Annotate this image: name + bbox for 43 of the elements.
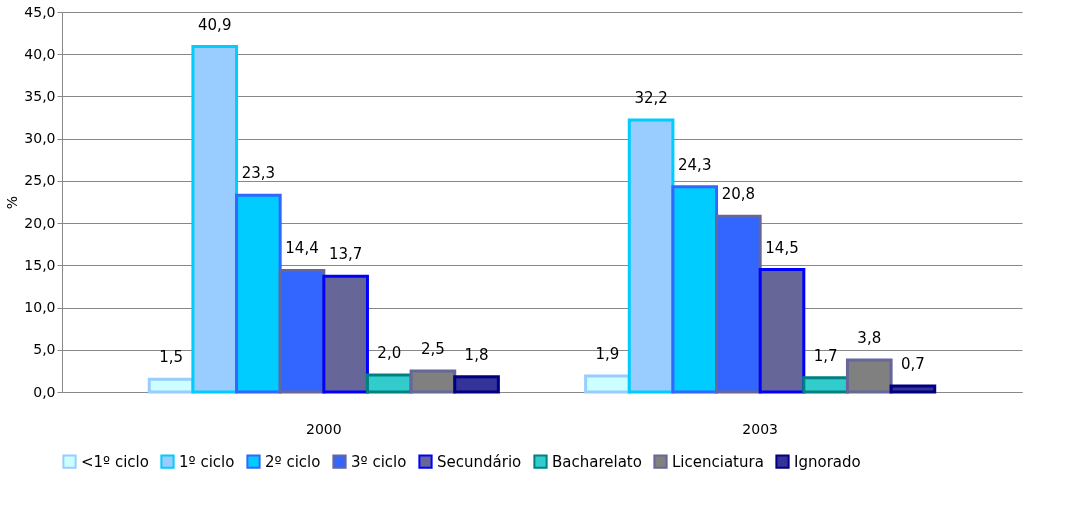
y-tick-label: 20,0 [24,214,56,231]
x-tick-label: 2003 [742,420,778,437]
data-label: 20,8 [721,185,756,204]
bar [889,384,937,394]
legend-label: 1º ciclo [179,452,235,471]
legend-label: Ignorado [794,452,861,471]
data-label: 14,5 [765,238,799,257]
y-tick-label: 15,0 [24,256,56,273]
legend-label: <1º ciclo [81,452,149,471]
data-label: 1,8 [464,345,489,364]
y-tick-label: 30,0 [24,130,56,147]
data-label: 1,5 [159,348,184,367]
y-tick-label: 45,0 [24,3,56,20]
data-label: 1,7 [813,346,838,365]
bar [453,375,500,394]
data-label: 23,3 [241,164,276,183]
legend-label: 3º ciclo [351,452,407,471]
bar [365,373,413,394]
data-label: 2,5 [420,339,445,358]
x-tick-label: 2000 [306,420,342,437]
bar [409,369,457,394]
data-label: 13,7 [328,245,363,264]
y-tick-label: 35,0 [24,87,56,104]
data-label: 40,9 [198,15,232,34]
y-axis-title: % [4,195,21,210]
y-tick-label: 0,0 [33,383,56,400]
legend-label: Secundário [437,452,522,471]
data-label: 24,3 [678,155,712,174]
data-label: 32,2 [634,89,668,108]
legend-label: Bacharelato [552,452,642,471]
bar [845,358,893,394]
legend-label: Licenciatura [672,452,764,471]
legend-label: 2º ciclo [265,452,321,471]
data-label: 1,9 [595,344,620,363]
y-tick-label: 40,0 [24,45,56,62]
y-tick-label: 25,0 [24,172,56,189]
y-tick-label: 5,0 [33,341,56,358]
bar [802,376,849,394]
y-tick-label: 10,0 [24,299,56,316]
data-label: 14,4 [285,239,319,258]
data-label: 3,8 [857,328,882,347]
data-label: 2,0 [377,344,402,363]
data-label: 0,7 [900,355,925,374]
